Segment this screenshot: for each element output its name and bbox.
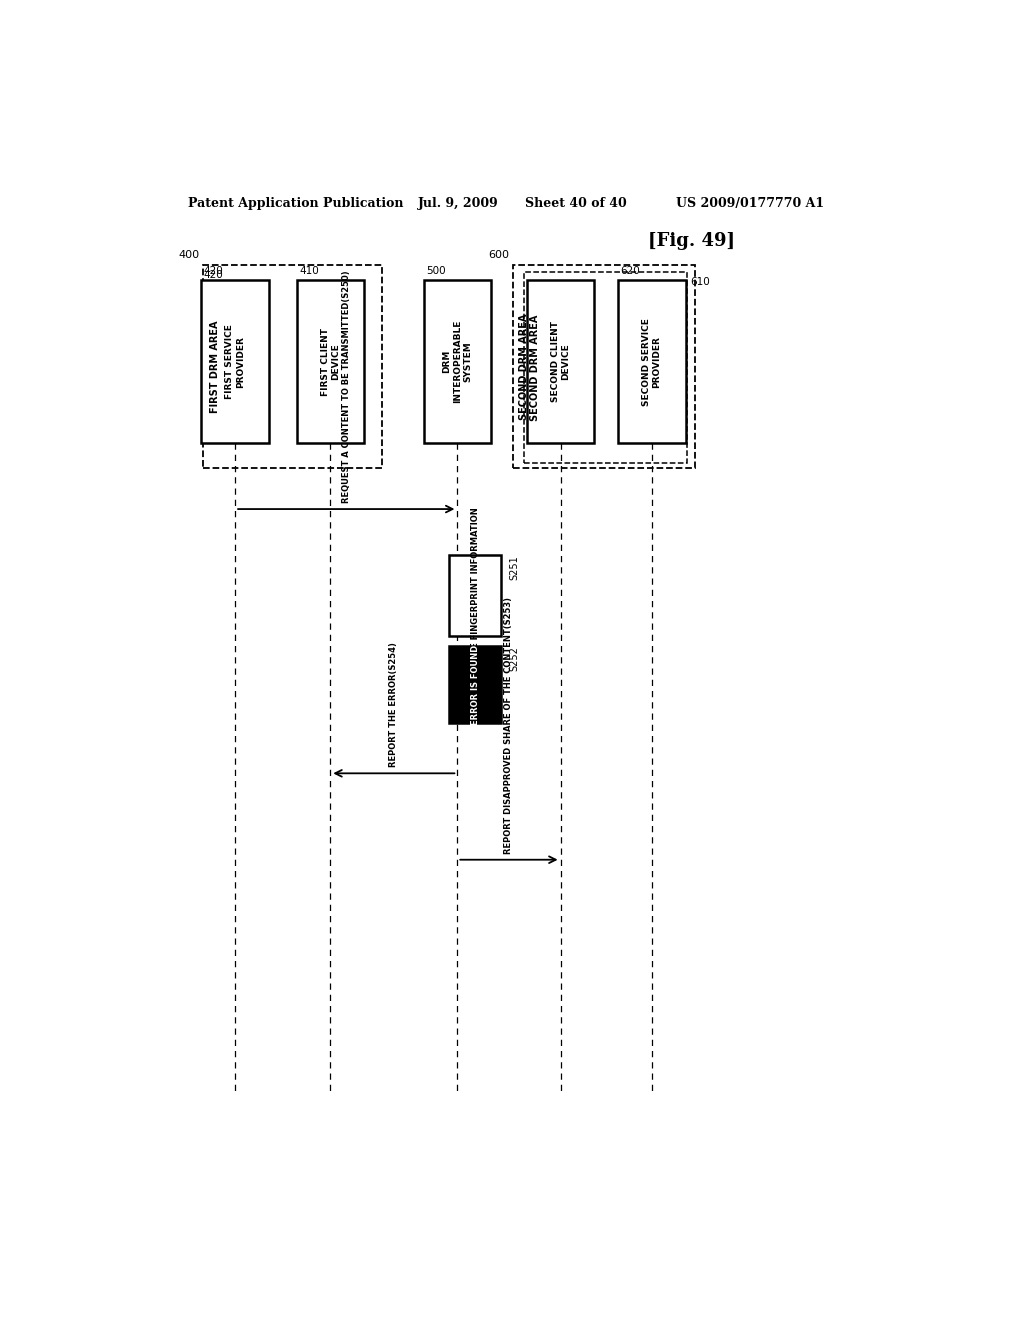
Bar [202,280,269,444]
Text: FIRST DRM AREA: FIRST DRM AREA [210,321,219,413]
Text: 410: 410 [299,267,318,276]
Text: DRM
INTEROPERABLE
SYSTEM: DRM INTEROPERABLE SYSTEM [442,319,472,404]
Text: REPORT THE ERROR(S254): REPORT THE ERROR(S254) [389,643,398,767]
Bar [524,272,687,463]
Text: US 2009/0177770 A1: US 2009/0177770 A1 [676,197,823,210]
Text: FIRST CLIENT
DEVICE: FIRST CLIENT DEVICE [321,327,340,396]
Bar [297,280,365,444]
Text: SECOND DRM AREA: SECOND DRM AREA [530,314,540,421]
Text: S251: S251 [509,554,519,579]
Bar [204,265,382,469]
Bar [618,280,685,444]
Text: 420: 420 [204,267,223,276]
Text: ANALYZE FINGERPRINT INFORMATION: ANALYZE FINGERPRINT INFORMATION [471,507,479,684]
Text: 400: 400 [178,249,200,260]
Text: 600: 600 [487,249,509,260]
Bar [424,280,492,444]
Text: 610: 610 [690,277,710,288]
Text: 420: 420 [203,271,223,280]
Text: Jul. 9, 2009: Jul. 9, 2009 [418,197,499,210]
Text: Patent Application Publication: Patent Application Publication [187,197,403,210]
Text: SECOND SERVICE
PROVIDER: SECOND SERVICE PROVIDER [642,318,662,405]
Text: REQUEST A CONTENT TO BE TRANSMITTED(S250): REQUEST A CONTENT TO BE TRANSMITTED(S250… [342,271,351,503]
Bar [450,554,501,636]
Text: 500: 500 [426,267,445,276]
Bar [450,647,501,722]
Text: S252: S252 [509,647,519,671]
Bar [513,265,695,469]
Text: SECOND CLIENT
DEVICE: SECOND CLIENT DEVICE [551,321,570,403]
Bar [526,280,594,444]
Text: SECOND DRM AREA: SECOND DRM AREA [519,314,529,420]
Text: REPORT DISAPPROVED SHARE OF THE CONTENT(S253): REPORT DISAPPROVED SHARE OF THE CONTENT(… [505,597,513,854]
Text: FIRST SERVICE
PROVIDER: FIRST SERVICE PROVIDER [225,325,245,399]
Text: 620: 620 [621,267,640,276]
Text: Sheet 40 of 40: Sheet 40 of 40 [524,197,627,210]
Text: ERROR IS FOUND: ERROR IS FOUND [471,644,479,725]
Text: [Fig. 49]: [Fig. 49] [648,231,735,249]
